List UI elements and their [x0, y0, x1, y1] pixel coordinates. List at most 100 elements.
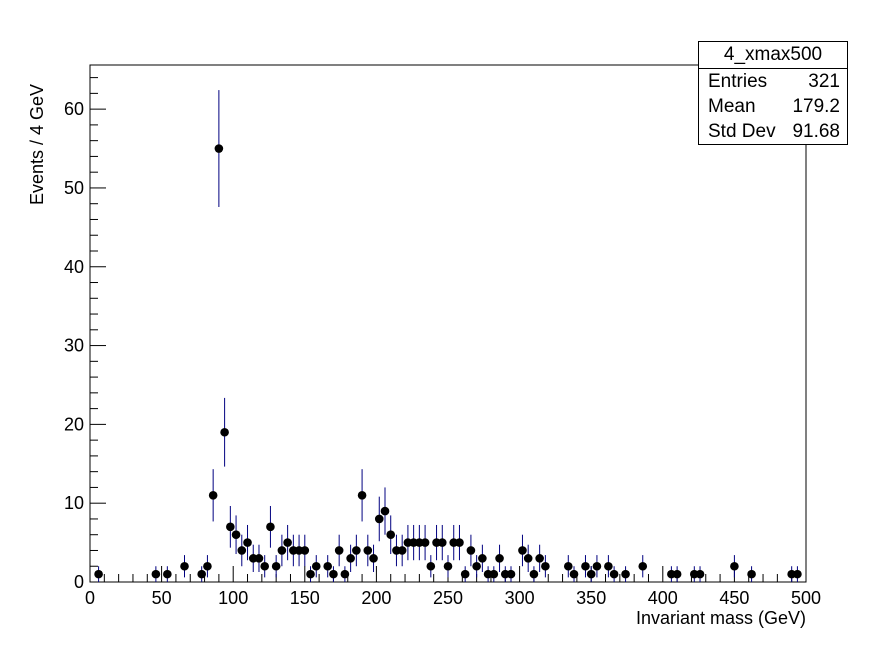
y-tick-label: 30 — [64, 336, 84, 356]
x-tick-label: 350 — [576, 588, 606, 608]
y-tick-label: 60 — [64, 99, 84, 119]
data-point — [340, 566, 350, 582]
marker — [426, 561, 436, 571]
data-point — [271, 555, 281, 578]
data-point — [226, 505, 235, 548]
data-point — [208, 469, 218, 522]
marker — [277, 546, 287, 555]
marker — [208, 491, 218, 500]
data-point — [793, 566, 802, 582]
marker — [214, 144, 224, 153]
marker — [283, 538, 292, 547]
data-point — [529, 566, 539, 582]
data-point — [563, 555, 573, 578]
x-tick-label: 450 — [719, 588, 749, 608]
marker — [197, 569, 206, 579]
marker — [237, 546, 247, 555]
data-point — [466, 534, 476, 567]
marker — [374, 514, 384, 524]
data-point — [380, 487, 390, 535]
data-point — [163, 566, 172, 582]
marker — [203, 561, 212, 571]
data-point — [581, 555, 590, 578]
data-point — [397, 534, 407, 567]
data-point — [334, 534, 344, 567]
data-point — [569, 566, 579, 582]
data-point — [386, 515, 396, 555]
marker — [300, 546, 310, 555]
data-points — [94, 90, 802, 582]
marker — [609, 569, 619, 579]
data-point — [638, 555, 648, 578]
marker — [437, 538, 447, 547]
marker — [586, 569, 596, 579]
x-tick-label: 500 — [791, 588, 821, 608]
marker — [523, 554, 533, 563]
marker — [306, 569, 315, 579]
data-point — [747, 566, 756, 582]
marker — [226, 522, 235, 532]
marker — [793, 569, 802, 579]
marker — [460, 569, 470, 579]
marker — [506, 569, 516, 579]
stats-stddev-value: 91.68 — [792, 121, 840, 142]
data-point — [586, 566, 596, 582]
data-point — [369, 544, 378, 573]
x-tick-label: 250 — [433, 588, 463, 608]
data-point — [283, 524, 292, 561]
y-tick-label: 0 — [74, 572, 84, 592]
marker — [363, 546, 373, 555]
marker — [495, 554, 504, 563]
marker — [260, 561, 270, 571]
marker — [323, 561, 333, 571]
data-point — [357, 469, 367, 522]
data-point — [455, 524, 464, 561]
marker — [357, 491, 367, 500]
data-point — [197, 566, 206, 582]
marker — [231, 530, 241, 540]
marker — [266, 522, 275, 532]
y-axis-ticks: 0 10 20 30 40 50 60 — [64, 77, 106, 592]
marker — [569, 569, 579, 579]
data-point — [300, 534, 310, 567]
y-tick-label: 40 — [64, 257, 84, 277]
stats-entries-row: Entries 321 — [699, 69, 847, 94]
marker — [329, 569, 338, 579]
stats-stddev-label: Std Dev — [708, 121, 776, 142]
data-point — [730, 555, 739, 578]
data-point — [237, 534, 247, 567]
marker — [254, 554, 264, 563]
data-point — [609, 566, 619, 582]
statistics-box: 4_xmax500 Entries 321 Mean 179.2 Std Dev… — [698, 41, 848, 145]
x-axis-ticks: 0 50 100 150 200 250 300 350 400 450 500 — [85, 566, 821, 608]
data-point — [363, 534, 373, 567]
stats-entries-label: Entries — [708, 71, 768, 92]
marker — [730, 561, 739, 571]
data-point — [541, 555, 550, 578]
marker — [541, 561, 550, 571]
data-point — [266, 505, 275, 548]
marker — [420, 538, 430, 547]
marker — [518, 546, 527, 555]
marker — [220, 427, 229, 437]
data-point — [506, 566, 516, 582]
x-tick-label: 50 — [152, 588, 172, 608]
stats-title: 4_xmax500 — [699, 42, 847, 69]
x-tick-label: 100 — [218, 588, 248, 608]
data-point — [260, 555, 270, 578]
data-point — [329, 566, 338, 582]
y-tick-label: 50 — [64, 178, 84, 198]
data-point — [695, 566, 705, 582]
marker — [489, 569, 499, 579]
data-point — [254, 544, 264, 573]
marker — [638, 561, 648, 571]
data-point — [203, 555, 212, 578]
marker — [466, 546, 476, 555]
x-axis-title: Invariant mass (GeV) — [636, 608, 806, 628]
x-tick-label: 300 — [505, 588, 535, 608]
marker — [151, 569, 161, 579]
data-point — [214, 90, 224, 207]
data-point — [478, 544, 487, 573]
data-point — [489, 566, 499, 582]
marker — [334, 546, 344, 555]
